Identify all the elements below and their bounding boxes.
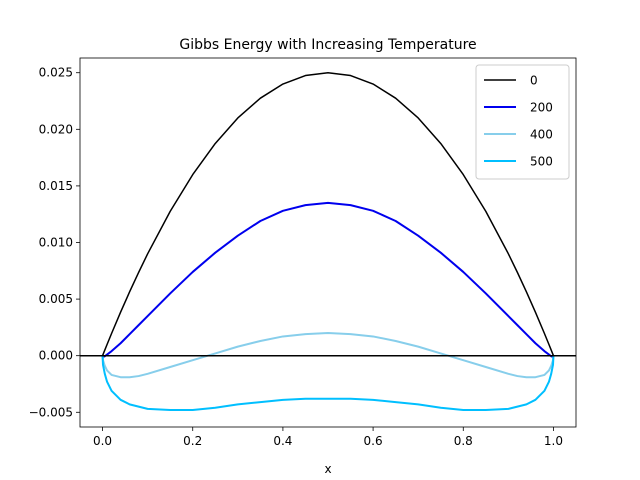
y-tick-label: 0.000 — [39, 349, 73, 363]
legend-label-500: 500 — [530, 155, 553, 169]
series-line-200 — [101, 201, 555, 358]
legend-label-0: 0 — [530, 74, 538, 88]
y-tick-label: −0.005 — [29, 405, 73, 419]
x-tick-label: 0.8 — [454, 434, 473, 448]
y-tick-label: 0.005 — [39, 292, 73, 306]
series-group — [101, 71, 555, 412]
x-tick-label: 0.4 — [273, 434, 292, 448]
legend: 0 200 400 500 — [475, 64, 570, 180]
plot-area: 0.0 0.2 0.4 0.6 0.8 1.0 −0.005 0.000 0.005 0.010 0… — [29, 57, 577, 448]
series-line-400 — [101, 332, 555, 379]
x-tick-label: 1.0 — [544, 434, 563, 448]
y-tick-label: 0.025 — [39, 66, 73, 80]
legend-box — [475, 64, 570, 180]
series-line-0 — [101, 71, 555, 356]
x-tick-label: 0.2 — [183, 434, 202, 448]
legend-label-400: 400 — [530, 128, 553, 142]
x-tick-label: 0.6 — [364, 434, 383, 448]
x-tick-label: 0.0 — [93, 434, 112, 448]
x-axis-label: x — [324, 462, 331, 476]
y-tick-label: 0.015 — [39, 179, 73, 193]
y-tick-label: 0.010 — [39, 236, 73, 250]
legend-label-200: 200 — [530, 101, 553, 115]
chart-title: Gibbs Energy with Increasing Temperature — [179, 37, 476, 53]
series-line-500 — [101, 355, 555, 412]
y-tick-label: 0.020 — [39, 122, 73, 136]
